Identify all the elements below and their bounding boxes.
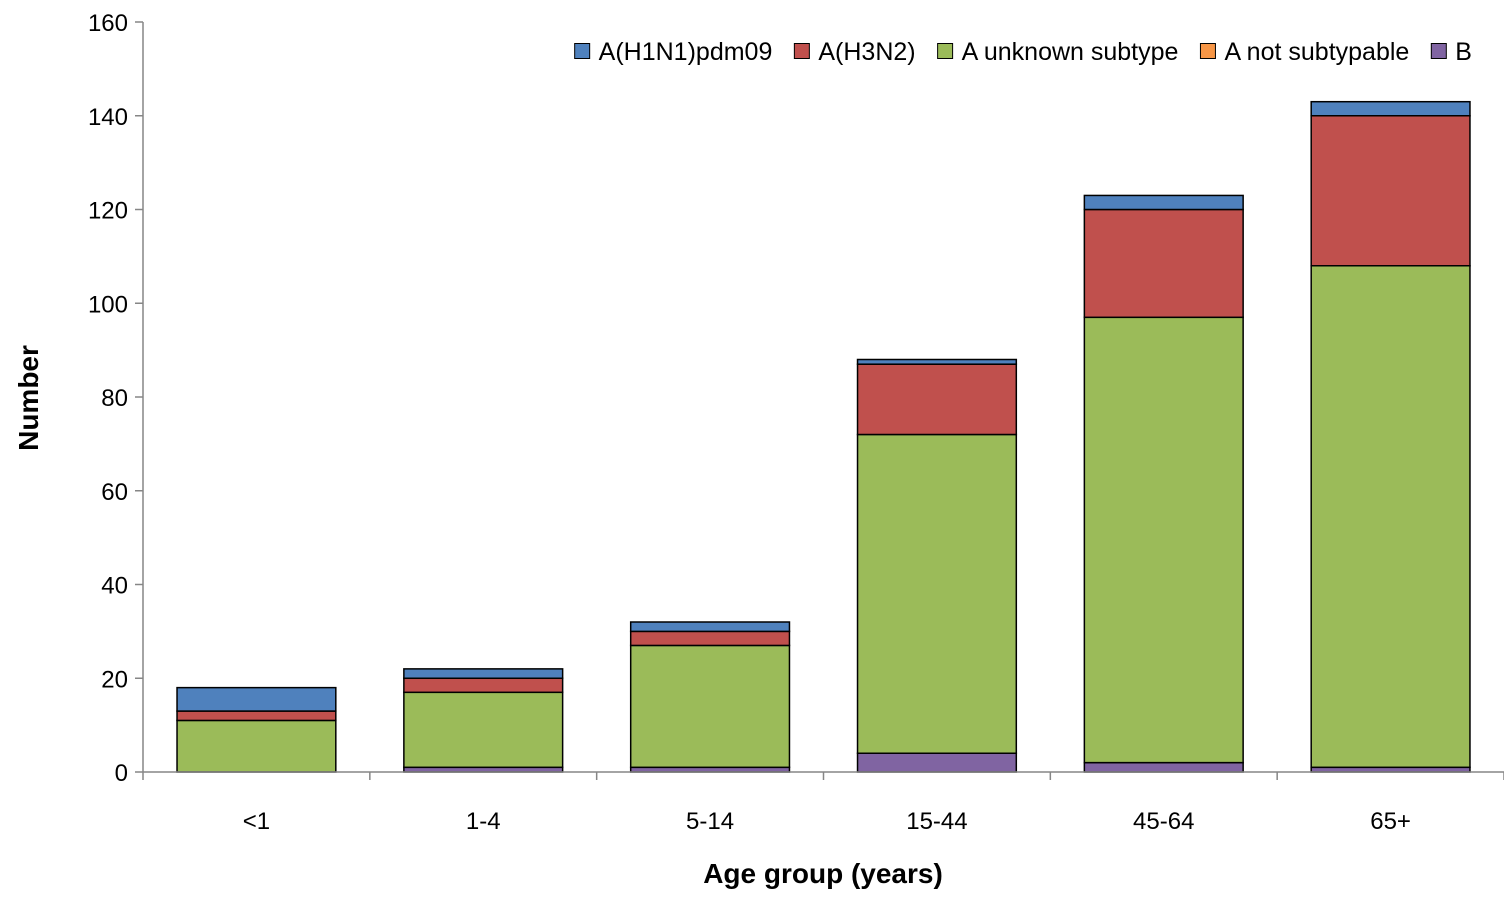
- y-tick-label: 100: [88, 291, 128, 318]
- axes-layer: 0 20 40 60 80 100 120 140 160 <1 1-4 5-14 15-44 45-64…: [88, 10, 1504, 835]
- bar-segment-a-h1n1-pdm09-65: [1310, 100, 1471, 117]
- x-axis-title: Age group (years): [703, 858, 943, 889]
- y-tick-label: 120: [88, 198, 128, 225]
- bar-segment-a-h3n2-5-14: [629, 630, 791, 647]
- legend-swatch-b: [1430, 43, 1447, 59]
- legend-label-a-unknown-subtype: A unknown subtype: [962, 38, 1179, 66]
- bar-segment-a-h1n1-pdm09-45-64: [1083, 194, 1244, 211]
- bar-segment-b-15-44: [856, 752, 1018, 773]
- bar-segment-a-unknown-subtype-15-44: [856, 433, 1018, 754]
- y-axis-title: Number: [13, 345, 44, 451]
- bar-segment-a-h3n2-65: [1310, 115, 1471, 267]
- x-tick-label-1: <1: [243, 808, 270, 835]
- bar-segment-b-45-64: [1083, 761, 1244, 773]
- x-tick-label-1-4: 1-4: [466, 808, 501, 835]
- y-tick-label: 60: [101, 479, 128, 506]
- bar-segment-a-h3n2-15-44: [856, 363, 1018, 436]
- bar-segment-a-unknown-subtype-1-4: [403, 691, 564, 769]
- bar-segment-a-h1n1-pdm09-1: [176, 686, 337, 712]
- bar-segment-a-h3n2-1: [176, 710, 337, 722]
- legend-swatch-a-not-subtypable: [1199, 43, 1216, 59]
- bar-segment-a-h1n1-pdm09-5-14: [629, 621, 791, 633]
- legend-swatch-a-h3n2: [793, 43, 810, 59]
- legend-label-a-h1n1-pdm09: A(H1N1)pdm09: [599, 38, 773, 66]
- y-tick-label: 0: [115, 760, 128, 787]
- legend-item-b: B: [1430, 38, 1472, 66]
- x-tick-label-45-64: 45-64: [1133, 808, 1194, 835]
- x-tick-label-65: 65+: [1370, 808, 1411, 835]
- legend-swatch-a-unknown-subtype: [937, 43, 954, 59]
- legend-swatch-a-h1n1-pdm09: [574, 43, 591, 59]
- x-tick-label-5-14: 5-14: [686, 808, 734, 835]
- y-tick-label: 80: [101, 385, 128, 412]
- y-tick-label: 40: [101, 573, 128, 600]
- legend-item-a-not-subtypable: A not subtypable: [1199, 38, 1409, 66]
- y-tick-label: 20: [101, 666, 128, 693]
- bar-segment-a-h1n1-pdm09-15-44: [856, 358, 1018, 365]
- bar-segment-a-unknown-subtype-45-64: [1083, 316, 1244, 764]
- bar-segment-a-h1n1-pdm09-1-4: [403, 668, 564, 680]
- bar-segment-a-unknown-subtype-65: [1310, 265, 1471, 769]
- legend: A(H1N1)pdm09 A(H3N2) A unknown subtype A no…: [574, 38, 1472, 66]
- legend-item-a-h1n1-pdm09: A(H1N1)pdm09: [574, 38, 773, 66]
- legend-label-b: B: [1455, 38, 1472, 66]
- bar-segment-a-h3n2-1-4: [403, 677, 564, 694]
- bars-layer: [176, 100, 1471, 773]
- legend-label-a-not-subtypable: A not subtypable: [1224, 38, 1409, 66]
- y-tick-label: 160: [88, 10, 128, 37]
- bar-segment-a-h3n2-45-64: [1083, 208, 1244, 319]
- x-tick-label-15-44: 15-44: [906, 808, 967, 835]
- legend-item-a-h3n2: A(H3N2): [793, 38, 916, 66]
- legend-item-a-unknown-subtype: A unknown subtype: [937, 38, 1179, 66]
- bar-segment-a-unknown-subtype-1: [176, 719, 337, 773]
- legend-label-a-h3n2: A(H3N2): [818, 38, 915, 66]
- bar-segment-a-unknown-subtype-5-14: [629, 644, 791, 769]
- y-tick-label: 140: [88, 104, 128, 131]
